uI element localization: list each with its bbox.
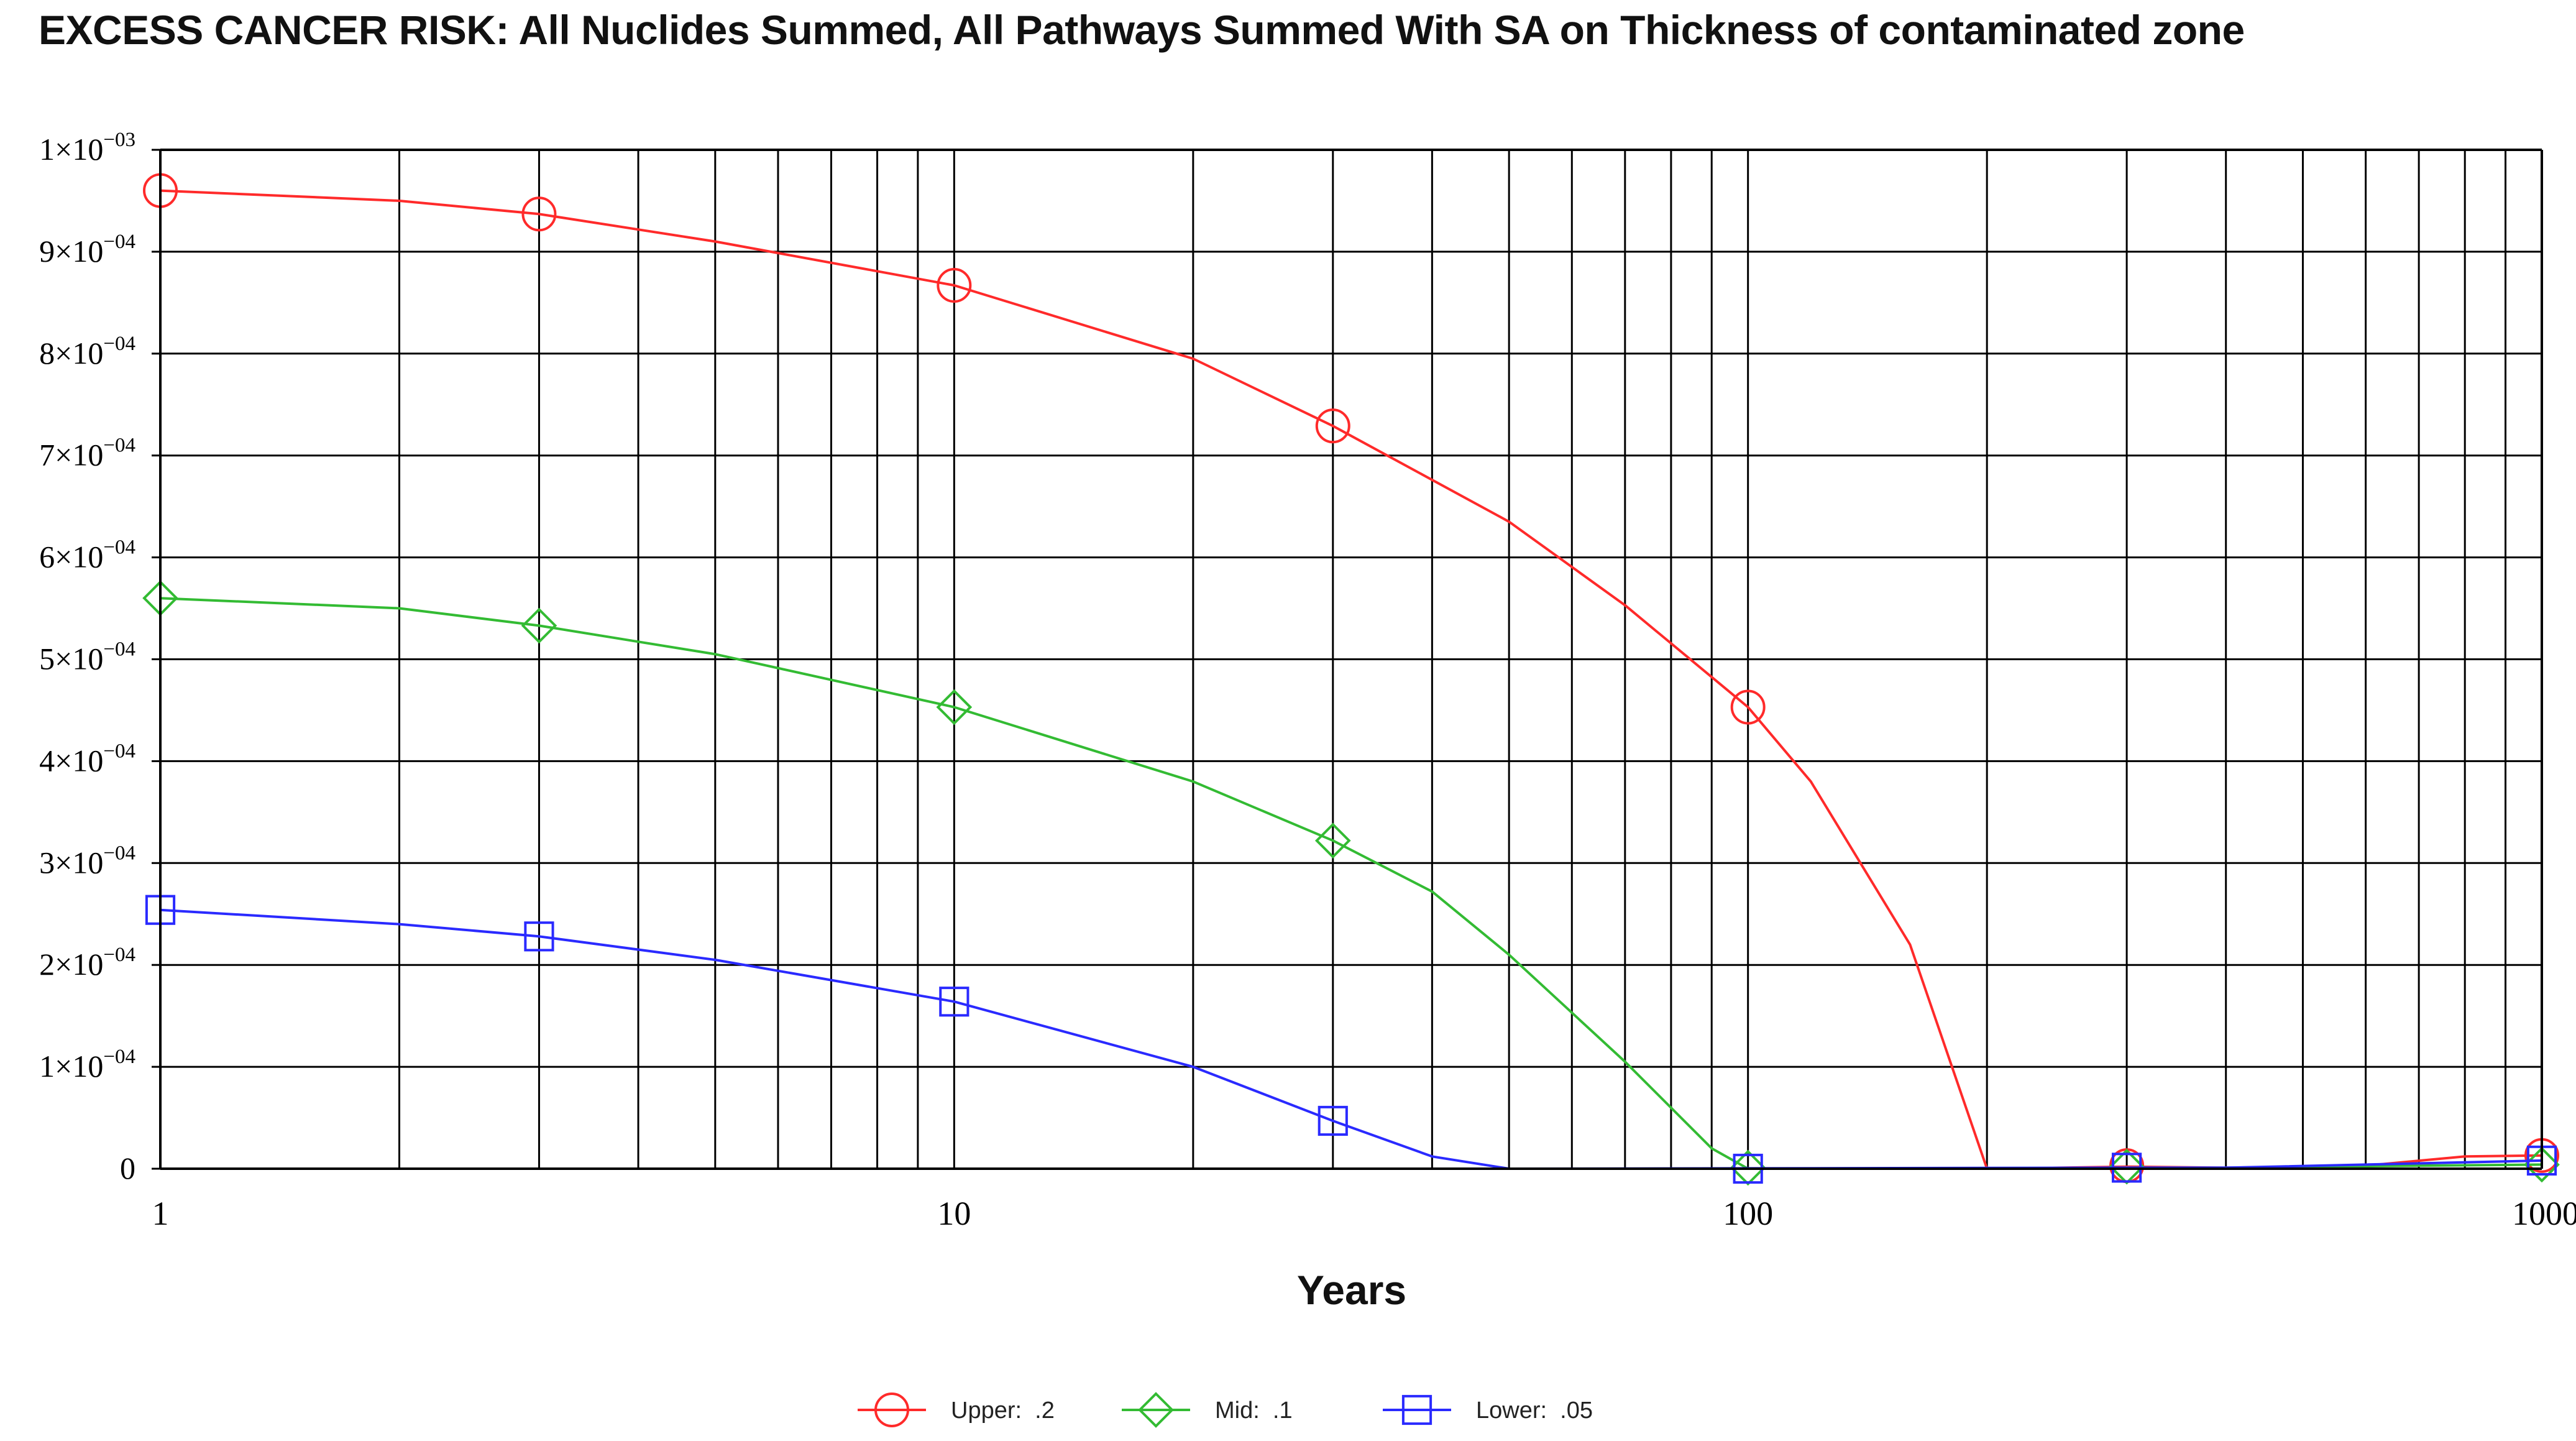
legend-item-0: Upper: .2: [858, 1393, 1055, 1427]
series-line: [160, 908, 2542, 1170]
y-tick-label: 8×10−04: [39, 333, 135, 371]
y-tick-exponent: −04: [103, 638, 135, 661]
data-point-diamond: [936, 689, 973, 725]
y-tick-label: 3×10−04: [39, 842, 135, 880]
axes: [159, 149, 2543, 1170]
y-tick-exponent: −04: [103, 842, 135, 864]
data-point-diamond: [1138, 1392, 1174, 1428]
grid: [159, 149, 2542, 1170]
y-tick-label: 6×10−04: [39, 536, 135, 574]
y-tick-label: 1×10−04: [39, 1046, 135, 1084]
y-tick-label: 0: [120, 1151, 135, 1185]
data-point-diamond: [2524, 1146, 2560, 1183]
y-tick-exponent: −03: [103, 129, 135, 151]
x-axis-label: Years: [1297, 1267, 1406, 1313]
data-point-square: [524, 921, 554, 952]
legend: Upper: .2 Mid: .1 Lower: .05: [858, 1392, 1593, 1428]
y-tick-mantissa: 2×10: [39, 947, 103, 982]
x-tick-label: 10: [937, 1195, 971, 1232]
y-tick-label: 2×10−04: [39, 944, 135, 982]
data-point-circle: [937, 267, 972, 303]
legend-item-2: Lower: .05: [1383, 1394, 1593, 1425]
y-tick-label: 1×10−03: [39, 129, 135, 167]
y-tick-label: 7×10−04: [39, 435, 135, 472]
data-point-diamond: [1730, 1149, 1766, 1186]
data-point-circle: [874, 1393, 909, 1427]
series-line: [160, 597, 2542, 1170]
legend-label: Lower: .05: [1476, 1397, 1593, 1424]
x-tick-label: 1000: [2512, 1195, 2576, 1232]
x-tick-labels: 1 10 100 1000: [152, 1195, 2576, 1232]
series-line: [160, 189, 2542, 1170]
data-point-diamond: [1314, 822, 1351, 859]
y-tick-label: 4×10−04: [39, 740, 135, 778]
data-point-circle: [521, 196, 557, 232]
data-point-square: [939, 987, 969, 1017]
y-tick-mantissa: 6×10: [39, 540, 103, 574]
data-point-circle: [1730, 689, 1766, 725]
y-tick-exponent: −04: [103, 333, 135, 355]
data-point-square: [1401, 1394, 1432, 1425]
legend-label: Upper: .2: [951, 1397, 1055, 1424]
series-0: [143, 173, 2559, 1184]
y-tick-mantissa: 0: [120, 1151, 135, 1185]
y-tick-exponent: −04: [103, 944, 135, 966]
x-tick-label: 100: [1723, 1195, 1773, 1232]
y-tick-label: 9×10−04: [39, 231, 135, 269]
y-tick-exponent: −04: [103, 231, 135, 253]
y-tick-mantissa: 9×10: [39, 234, 103, 269]
y-tick-exponent: −04: [103, 740, 135, 762]
y-tick-label: 5×10−04: [39, 638, 135, 676]
y-tick-exponent: −04: [103, 435, 135, 457]
series-2: [145, 895, 2557, 1184]
y-tick-mantissa: 4×10: [39, 743, 103, 778]
y-tick-labels: 01×10−042×10−043×10−044×10−045×10−046×10…: [39, 129, 160, 1185]
data-point-diamond: [521, 607, 557, 644]
y-tick-mantissa: 8×10: [39, 336, 103, 371]
y-tick-exponent: −04: [103, 1046, 135, 1068]
data-point-diamond: [2109, 1148, 2145, 1185]
y-tick-mantissa: 3×10: [39, 845, 103, 880]
y-tick-mantissa: 1×10: [39, 1049, 103, 1084]
data-point-square: [1318, 1105, 1348, 1136]
x-tick-label: 1: [152, 1195, 169, 1232]
legend-label: Mid: .1: [1215, 1397, 1293, 1424]
y-tick-mantissa: 5×10: [39, 642, 103, 676]
chart-title: EXCESS CANCER RISK: All Nuclides Summed,…: [39, 7, 2245, 53]
data-point-circle: [1315, 408, 1350, 444]
series-layer: [142, 173, 2560, 1186]
y-tick-mantissa: 7×10: [39, 438, 103, 472]
legend-item-1: Mid: .1: [1122, 1392, 1293, 1428]
y-tick-mantissa: 1×10: [39, 132, 103, 167]
series-1: [142, 580, 2560, 1186]
y-tick-exponent: −04: [103, 536, 135, 559]
